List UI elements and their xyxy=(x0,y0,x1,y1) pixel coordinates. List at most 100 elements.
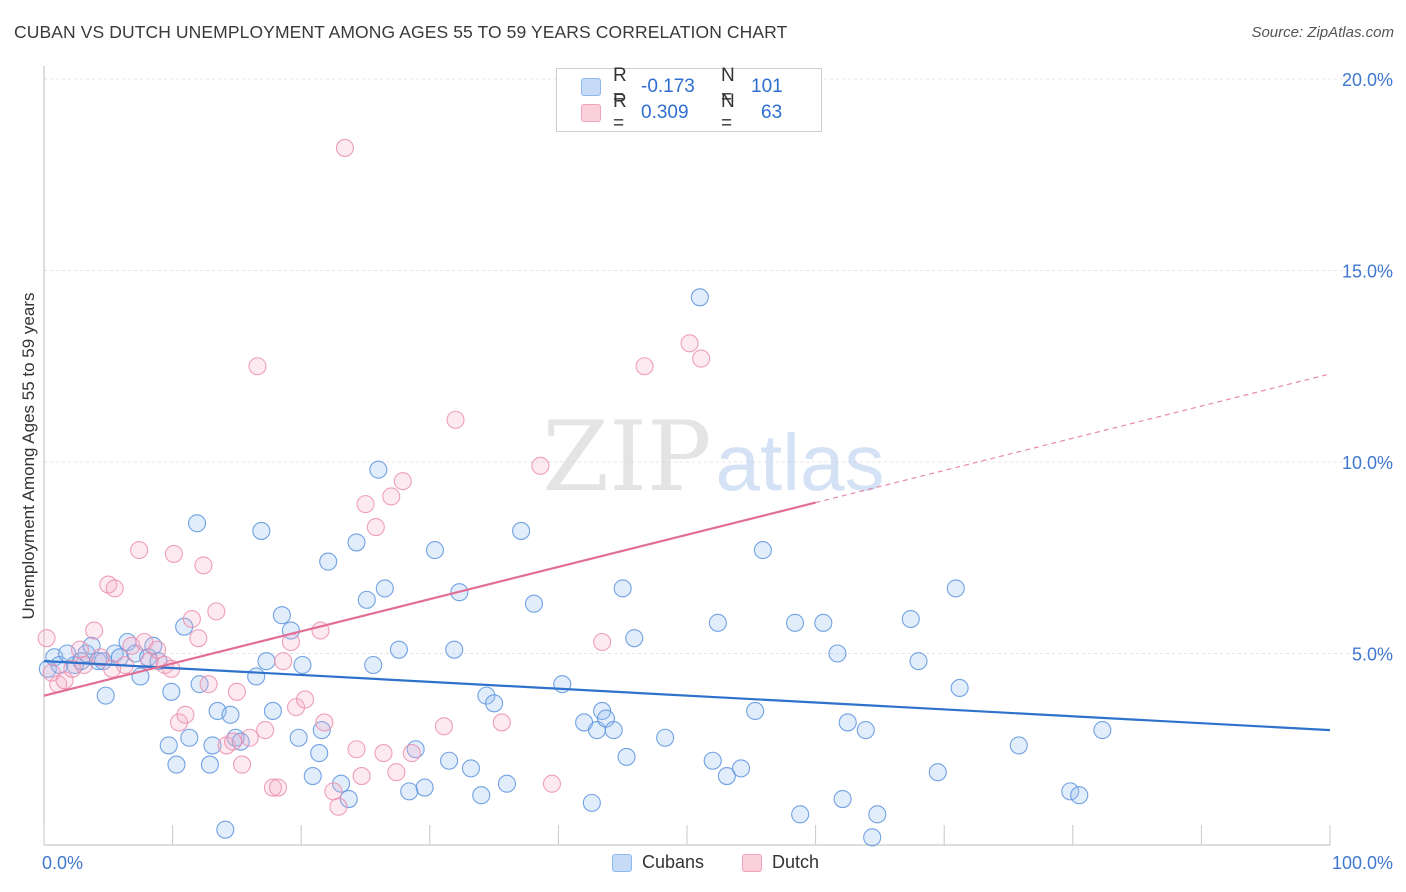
trend-line-cubans xyxy=(43,660,1331,732)
point-dutch xyxy=(105,579,124,598)
point-cubans xyxy=(375,579,394,598)
stats-row-dutch: R = 0.309 N = 63 xyxy=(581,91,783,134)
point-cubans xyxy=(901,609,920,629)
point-dutch xyxy=(256,721,275,740)
point-cubans xyxy=(389,640,408,659)
point-dutch xyxy=(593,632,612,652)
point-cubans xyxy=(180,728,199,747)
point-dutch xyxy=(164,544,183,563)
point-dutch xyxy=(335,138,354,157)
r-value: 0.309 xyxy=(641,102,689,123)
point-cubans xyxy=(477,686,496,705)
point-cubans xyxy=(339,789,358,809)
point-cubans xyxy=(415,778,434,797)
point-cubans xyxy=(582,793,601,812)
point-cubans xyxy=(512,521,531,540)
point-dutch xyxy=(269,778,288,797)
point-cubans xyxy=(497,774,517,793)
point-dutch xyxy=(347,740,366,759)
point-cubans xyxy=(369,460,388,479)
point-cubans xyxy=(656,728,675,747)
point-cubans xyxy=(200,755,219,774)
point-dutch xyxy=(232,755,252,774)
point-dutch xyxy=(130,541,149,560)
point-cubans xyxy=(425,541,444,560)
point-cubans xyxy=(272,606,291,625)
point-cubans xyxy=(838,713,857,732)
point-cubans xyxy=(928,763,947,782)
y-tick-label: 10.0% xyxy=(1342,453,1393,473)
point-cubans xyxy=(289,728,308,747)
point-dutch xyxy=(248,357,267,376)
n-label: N = xyxy=(721,91,735,134)
legend-swatch-dutch xyxy=(742,853,762,872)
point-cubans xyxy=(440,751,459,770)
legend-swatch-cubans xyxy=(612,853,632,872)
point-cubans xyxy=(167,755,186,774)
point-cubans xyxy=(347,533,366,552)
x-tick-label: 100.0% xyxy=(1332,853,1393,873)
point-dutch xyxy=(182,609,201,629)
point-cubans xyxy=(310,744,329,763)
point-dutch xyxy=(356,495,375,514)
point-dutch xyxy=(315,713,334,732)
point-dutch xyxy=(382,487,401,506)
point-dutch xyxy=(434,717,453,736)
point-dutch xyxy=(366,518,385,537)
point-cubans xyxy=(257,652,276,671)
point-dutch xyxy=(324,782,343,801)
point-dutch xyxy=(70,640,90,659)
r-label: R = xyxy=(613,65,627,108)
point-dutch xyxy=(199,675,218,694)
point-cubans xyxy=(863,828,882,847)
gridlines xyxy=(44,78,1392,654)
trend-line-dutch-extension xyxy=(815,373,1331,504)
point-cubans xyxy=(708,613,727,632)
point-dutch xyxy=(189,629,208,648)
legend-label-dutch: Dutch xyxy=(772,852,820,872)
point-cubans xyxy=(833,789,852,809)
point-dutch xyxy=(387,763,406,782)
point-dutch xyxy=(37,629,56,648)
point-cubans xyxy=(293,655,312,675)
point-cubans xyxy=(1093,721,1112,740)
y-tick-label: 20.0% xyxy=(1342,70,1393,90)
n-label: N = xyxy=(721,65,735,108)
point-cubans xyxy=(1070,786,1089,805)
point-cubans xyxy=(221,705,240,724)
point-cubans xyxy=(617,747,636,766)
legend-item-cubans[interactable]: Cubans xyxy=(612,852,704,873)
point-dutch xyxy=(274,652,293,671)
trend-lines xyxy=(43,373,1331,732)
point-dutch xyxy=(240,728,259,747)
stats-swatch-dutch xyxy=(581,104,601,122)
point-cubans xyxy=(1009,736,1028,755)
point-cubans xyxy=(159,736,178,755)
point-dutch xyxy=(91,648,110,667)
point-dutch xyxy=(207,602,226,621)
point-cubans xyxy=(625,629,644,648)
point-dutch xyxy=(542,774,562,793)
point-cubans xyxy=(332,774,351,793)
point-cubans xyxy=(319,552,338,571)
correlation-stats-box: R = -0.173 N = 101 R = 0.309 N = 63 xyxy=(556,65,822,134)
point-dutch xyxy=(446,410,465,429)
point-cubans xyxy=(96,686,115,705)
axes xyxy=(43,66,1331,846)
point-cubans xyxy=(524,594,544,613)
point-cubans xyxy=(252,521,271,540)
point-cubans xyxy=(856,721,875,740)
n-value: 63 xyxy=(761,102,783,123)
point-dutch xyxy=(402,744,421,763)
source-label: Source: ZipAtlas.com xyxy=(1251,24,1394,41)
watermark: ZIP atlas xyxy=(542,401,884,513)
point-dutch xyxy=(296,690,315,709)
legend-item-dutch[interactable]: Dutch xyxy=(742,852,819,873)
point-cubans xyxy=(216,820,235,839)
point-cubans xyxy=(364,655,383,675)
point-cubans xyxy=(753,541,772,560)
point-cubans xyxy=(472,786,491,805)
point-dutch xyxy=(74,655,93,675)
point-cubans xyxy=(791,805,810,824)
